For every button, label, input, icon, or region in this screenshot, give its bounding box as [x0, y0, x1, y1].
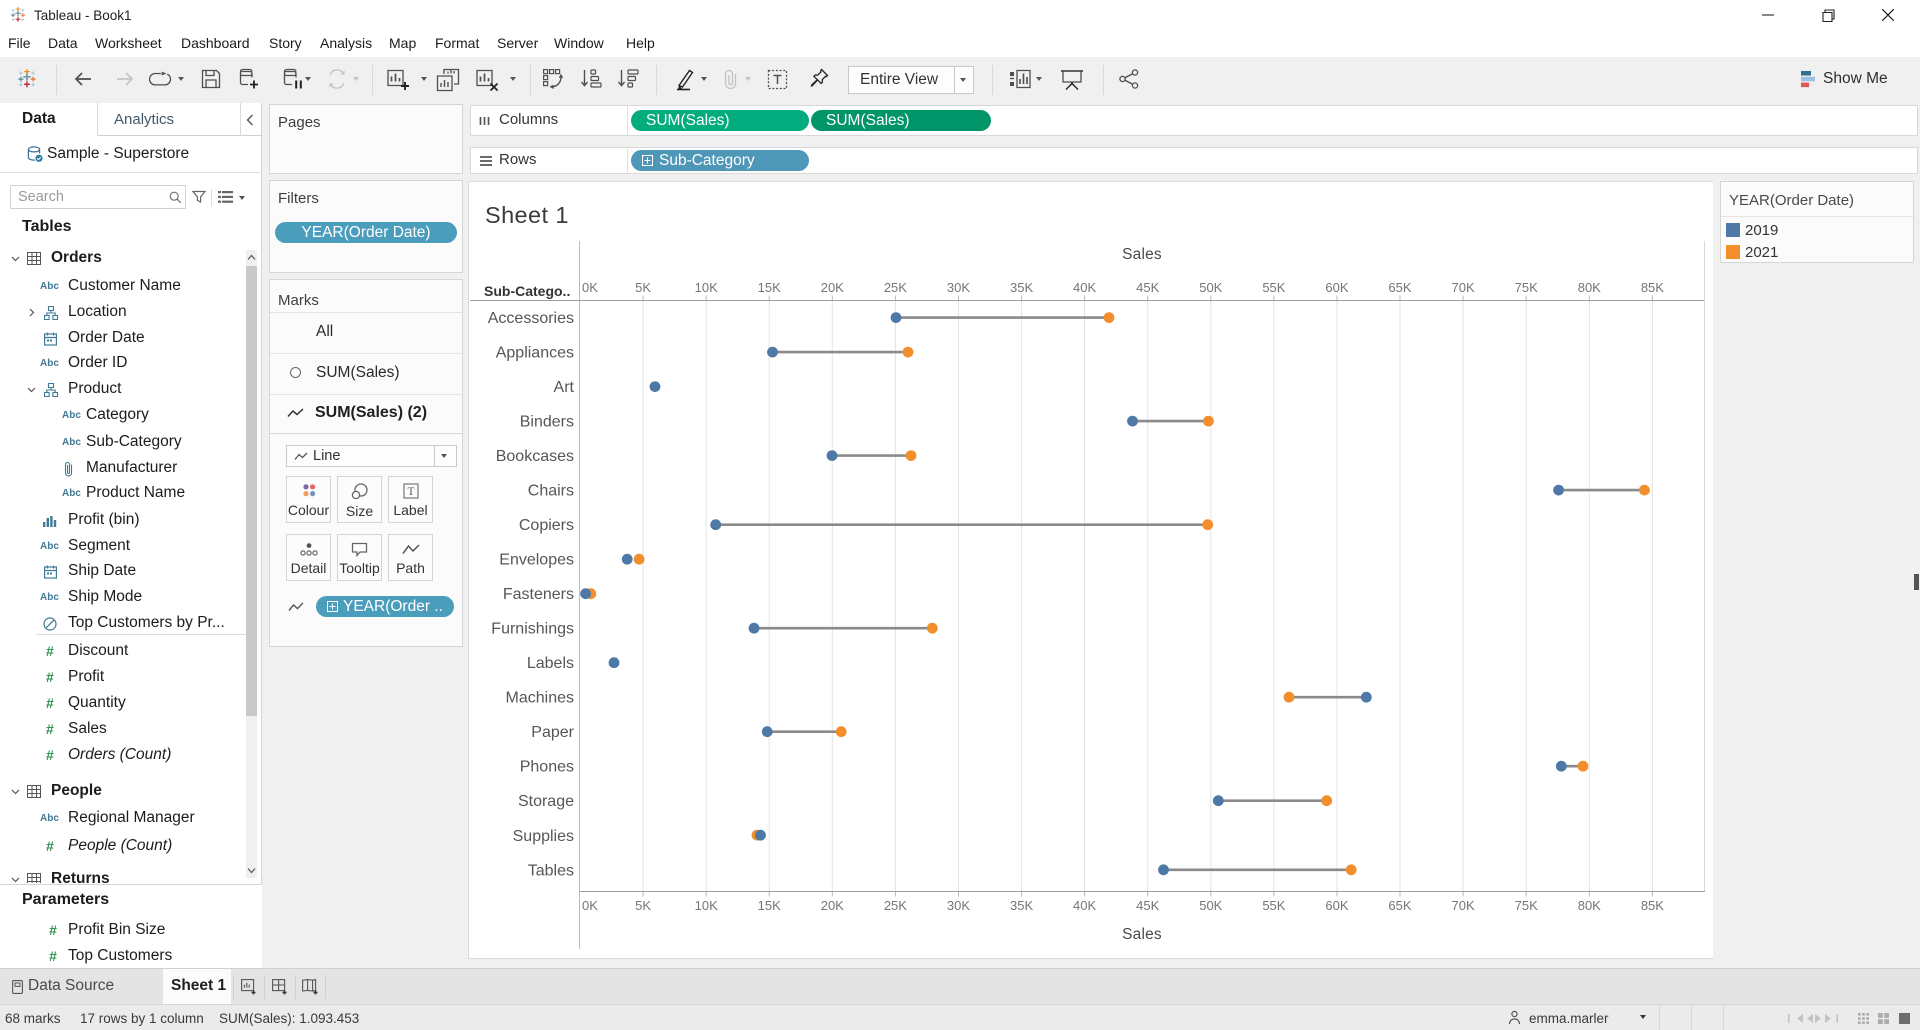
- svg-text:80K: 80K: [1578, 280, 1601, 295]
- svg-text:30K: 30K: [947, 898, 970, 913]
- svg-text:55K: 55K: [1262, 898, 1285, 913]
- svg-text:60K: 60K: [1325, 280, 1348, 295]
- svg-text:45K: 45K: [1136, 898, 1159, 913]
- svg-text:T: T: [407, 486, 414, 498]
- svg-text:Labels: Labels: [527, 655, 574, 672]
- svg-text:60K: 60K: [1325, 898, 1348, 913]
- svg-text:20K: 20K: [821, 280, 844, 295]
- svg-text:Envelopes: Envelopes: [499, 552, 574, 569]
- svg-text:Paper: Paper: [531, 724, 574, 741]
- svg-text:85K: 85K: [1641, 280, 1664, 295]
- svg-text:Machines: Machines: [506, 690, 574, 707]
- svg-text:85K: 85K: [1641, 898, 1664, 913]
- svg-text:50K: 50K: [1199, 898, 1222, 913]
- svg-text:Copiers: Copiers: [519, 517, 574, 534]
- svg-text:65K: 65K: [1388, 280, 1411, 295]
- svg-text:Supplies: Supplies: [513, 828, 574, 845]
- svg-text:70K: 70K: [1452, 280, 1475, 295]
- svg-text:40K: 40K: [1073, 898, 1096, 913]
- svg-text:Sales: Sales: [1122, 926, 1162, 943]
- svg-text:35K: 35K: [1010, 280, 1033, 295]
- svg-text:70K: 70K: [1452, 898, 1475, 913]
- svg-text:0K: 0K: [582, 280, 598, 295]
- svg-text:55K: 55K: [1262, 280, 1285, 295]
- svg-text:75K: 75K: [1515, 898, 1538, 913]
- svg-text:45K: 45K: [1136, 280, 1159, 295]
- svg-text:Chairs: Chairs: [528, 483, 574, 500]
- svg-text:15K: 15K: [758, 280, 781, 295]
- svg-text:Fasteners: Fasteners: [503, 586, 574, 603]
- svg-text:10K: 10K: [695, 898, 718, 913]
- svg-text:Accessories: Accessories: [488, 310, 574, 327]
- svg-text:Furnishings: Furnishings: [491, 621, 574, 638]
- svg-text:Storage: Storage: [518, 793, 574, 810]
- svg-text:15K: 15K: [758, 898, 781, 913]
- svg-text:Sheet 1: Sheet 1: [485, 202, 569, 228]
- svg-text:25K: 25K: [884, 898, 907, 913]
- svg-text:Sub-Catego..: Sub-Catego..: [484, 283, 570, 299]
- svg-text:30K: 30K: [947, 280, 970, 295]
- svg-text:Bookcases: Bookcases: [496, 448, 574, 465]
- svg-text:35K: 35K: [1010, 898, 1033, 913]
- svg-text:40K: 40K: [1073, 280, 1096, 295]
- svg-text:5K: 5K: [635, 280, 651, 295]
- svg-text:Binders: Binders: [520, 414, 574, 431]
- svg-text:10K: 10K: [695, 280, 718, 295]
- svg-text:Phones: Phones: [520, 759, 574, 776]
- svg-text:20K: 20K: [821, 898, 844, 913]
- svg-text:50K: 50K: [1199, 280, 1222, 295]
- svg-text:5K: 5K: [635, 898, 651, 913]
- svg-text:0K: 0K: [582, 898, 598, 913]
- svg-text:25K: 25K: [884, 280, 907, 295]
- svg-text:Art: Art: [554, 379, 575, 396]
- svg-text:80K: 80K: [1578, 898, 1601, 913]
- svg-text:Tables: Tables: [528, 862, 574, 879]
- svg-text:75K: 75K: [1515, 280, 1538, 295]
- svg-text:Sales: Sales: [1122, 246, 1162, 263]
- svg-text:65K: 65K: [1388, 898, 1411, 913]
- svg-text:Appliances: Appliances: [496, 345, 574, 362]
